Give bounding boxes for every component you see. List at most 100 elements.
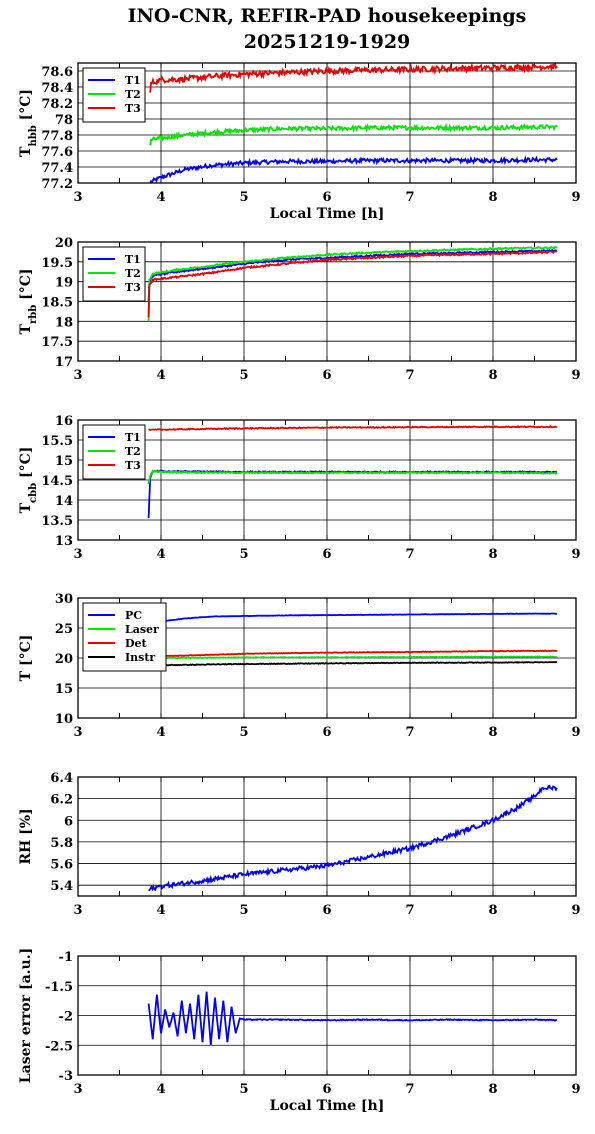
y-tick-label: 5.8 <box>50 836 73 851</box>
x-axis-label: Local Time [h] <box>270 206 385 222</box>
x-tick-label: 9 <box>571 190 580 205</box>
y-tick-label: 6.2 <box>50 793 73 808</box>
series-line-t3 <box>147 250 558 318</box>
plot-frame <box>77 597 577 719</box>
x-tick-label: 7 <box>405 903 414 918</box>
x-tick-label: 3 <box>73 1082 82 1097</box>
y-tick-label: 15 <box>55 454 73 469</box>
y-tick-label: 5.4 <box>50 879 73 894</box>
legend-label: Instr <box>125 651 155 664</box>
plot-frame <box>77 241 577 362</box>
y-axis-label: Thbb [°C] <box>18 89 39 157</box>
plot-frame <box>77 776 577 897</box>
legend-label: T2 <box>125 445 141 458</box>
x-tick-label: 4 <box>156 1082 165 1097</box>
y-tick-label: 6 <box>64 814 73 829</box>
y-tick-label: 6.4 <box>50 771 73 786</box>
x-tick-label: 6 <box>322 368 331 383</box>
legend-label: T1 <box>125 253 141 266</box>
legend-label: T1 <box>125 74 141 87</box>
series-line-t1 <box>147 469 557 519</box>
y-tick-label: 20 <box>55 652 73 667</box>
x-tick-label: 6 <box>322 547 331 562</box>
x-tick-label: 3 <box>73 725 82 740</box>
y-tick-label: 19.5 <box>41 256 73 271</box>
x-tick-label: 8 <box>488 368 497 383</box>
series-line-t3 <box>149 61 558 93</box>
series-line-instr <box>148 661 558 668</box>
y-axis-label: T [°C] <box>18 635 34 682</box>
y-tick-label: 14 <box>55 494 73 509</box>
figure-title-line2: 20251219-1929 <box>244 31 411 53</box>
legend-label: T3 <box>125 281 141 294</box>
y-axis-label: Laser error [a.u.] <box>18 948 34 1083</box>
y-axis-label: Trbb [°C] <box>18 269 39 335</box>
x-tick-label: 7 <box>405 368 414 383</box>
y-tick-label: 17 <box>55 355 73 370</box>
x-tick-label: 5 <box>239 190 248 205</box>
x-tick-label: 4 <box>156 368 165 383</box>
figure-title-line1: INO-CNR, REFIR-PAD housekeepings <box>128 5 527 27</box>
x-tick-label: 5 <box>239 725 248 740</box>
x-tick-label: 4 <box>156 903 165 918</box>
y-tick-label: 18.5 <box>41 296 73 311</box>
y-tick-label: 18 <box>55 315 73 330</box>
legend-label: T2 <box>125 267 141 280</box>
x-tick-label: 3 <box>73 368 82 383</box>
x-tick-label: 9 <box>571 1082 580 1097</box>
series-line-pc <box>148 612 558 625</box>
chart-panel-6: 3 4 5 6 7 8 9 -3 -2.5 -2 -1.5 -1 Laser error [a.u.] L… <box>18 948 581 1114</box>
x-tick-label: 5 <box>239 368 248 383</box>
y-tick-label: 16 <box>55 414 73 429</box>
x-tick-label: 7 <box>405 190 414 205</box>
x-tick-label: 6 <box>322 725 331 740</box>
series-line-t2 <box>147 469 558 485</box>
series-line-laser <box>148 655 557 660</box>
x-tick-label: 8 <box>488 725 497 740</box>
y-tick-label: 78.4 <box>41 81 73 96</box>
y-tick-label: -2.5 <box>45 1039 73 1054</box>
y-tick-label: 20 <box>55 236 73 251</box>
series-line-data <box>148 784 558 892</box>
plot-frame <box>77 955 577 1076</box>
y-tick-label: 14.5 <box>41 474 73 489</box>
plot-frame <box>77 62 577 184</box>
x-tick-label: 3 <box>73 903 82 918</box>
y-tick-label: 78.2 <box>41 97 73 112</box>
legend-label: T3 <box>125 102 141 115</box>
y-tick-label: 13.5 <box>41 514 73 529</box>
y-tick-label: 10 <box>55 712 73 727</box>
legend-label: PC <box>125 609 142 622</box>
y-tick-label: -1.5 <box>45 980 73 995</box>
x-tick-label: 7 <box>405 547 414 562</box>
x-tick-label: 4 <box>156 725 165 740</box>
y-tick-label: 77.6 <box>41 145 73 160</box>
x-tick-label: 9 <box>571 368 580 383</box>
x-tick-label: 9 <box>571 725 580 740</box>
y-tick-label: -1 <box>59 950 73 965</box>
x-tick-label: 5 <box>239 903 248 918</box>
y-tick-label: -3 <box>59 1069 73 1084</box>
y-axis-label: Tcbb [°C] <box>18 447 39 514</box>
x-tick-label: 8 <box>488 190 497 205</box>
x-tick-label: 6 <box>322 190 331 205</box>
y-tick-label: 5.6 <box>50 858 73 873</box>
panels: 3 4 5 6 7 8 977.277.477.677.87878.278.478.6Thb… <box>18 61 581 1114</box>
y-tick-label: 17.5 <box>41 335 73 350</box>
y-tick-label: 13 <box>55 534 73 549</box>
x-tick-label: 4 <box>156 190 165 205</box>
chart-panel-3: 3 4 5 6 7 8 9 13 13.5 14 14.5 15 15.5 16 Tcbb [°C] T1T2… <box>18 414 581 562</box>
x-tick-label: 9 <box>571 903 580 918</box>
x-tick-label: 3 <box>73 190 82 205</box>
legend-label: T1 <box>125 431 141 444</box>
y-tick-label: 15 <box>55 682 73 697</box>
x-tick-label: 5 <box>239 1082 248 1097</box>
x-tick-label: 8 <box>488 547 497 562</box>
y-tick-label: 78.6 <box>41 65 73 80</box>
y-tick-label: 77.2 <box>41 177 73 192</box>
